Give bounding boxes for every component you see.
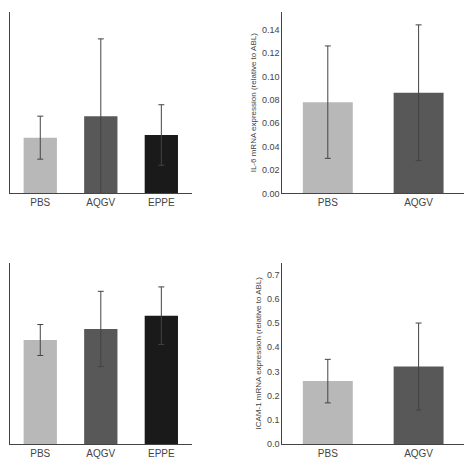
svg-text:EPPE: EPPE	[148, 197, 175, 208]
svg-text:0.02: 0.02	[262, 165, 280, 175]
svg-text:AQGV: AQGV	[86, 448, 115, 459]
svg-text:0.5: 0.5	[267, 318, 280, 328]
svg-text:0.0: 0.0	[267, 439, 280, 449]
svg-text:ICAM-1 mRNA expression (relati: ICAM-1 mRNA expression (relative to ABL)	[254, 277, 263, 430]
svg-text:AQGV: AQGV	[404, 197, 433, 208]
svg-text:0.06: 0.06	[262, 118, 280, 128]
svg-text:EPPE: EPPE	[148, 448, 175, 459]
svg-text:0.08: 0.08	[262, 95, 280, 105]
svg-text:AQGV: AQGV	[404, 448, 433, 459]
svg-text:0.6: 0.6	[267, 294, 280, 304]
svg-text:0.04: 0.04	[262, 142, 280, 152]
svg-text:0.1: 0.1	[267, 415, 280, 425]
svg-text:0.3: 0.3	[267, 367, 280, 377]
svg-text:0.12: 0.12	[262, 48, 280, 58]
svg-text:0.7: 0.7	[267, 270, 280, 280]
svg-text:AQGV: AQGV	[86, 197, 115, 208]
svg-text:0.2: 0.2	[267, 391, 280, 401]
svg-text:0.14: 0.14	[262, 25, 280, 35]
svg-text:0.10: 0.10	[262, 72, 280, 82]
svg-text:PBS: PBS	[318, 448, 338, 459]
svg-text:0.00: 0.00	[262, 189, 280, 199]
svg-text:PBS: PBS	[30, 197, 50, 208]
svg-text:IL-6 mRNA expression (relative: IL-6 mRNA expression (relative to ABL)	[249, 33, 258, 173]
svg-text:PBS: PBS	[318, 197, 338, 208]
svg-text:0.4: 0.4	[267, 342, 280, 352]
svg-text:PBS: PBS	[30, 448, 50, 459]
